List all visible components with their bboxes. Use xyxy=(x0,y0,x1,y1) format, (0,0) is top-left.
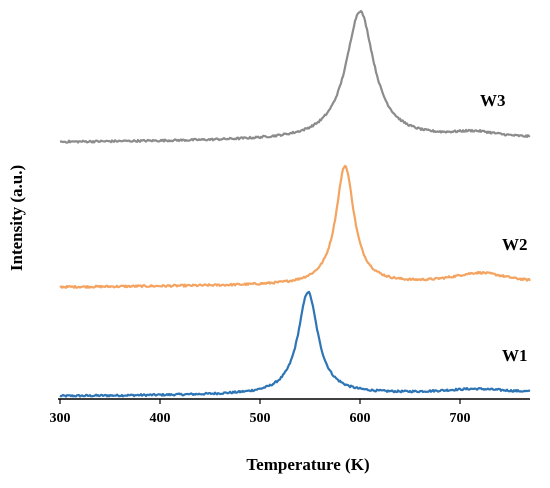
series-layer xyxy=(59,10,531,398)
series-label-w3: W3 xyxy=(480,91,506,110)
x-axis-title: Temperature (K) xyxy=(246,455,369,474)
series-line-w2 xyxy=(59,164,531,289)
series-line-w1 xyxy=(59,290,531,398)
x-tick-layer: 300 400 500 600 700 xyxy=(50,399,471,426)
x-tick-label-300: 300 xyxy=(50,411,71,426)
y-axis-title: Intensity (a.u.) xyxy=(7,165,26,271)
x-tick-label-600: 600 xyxy=(350,411,371,426)
x-tick-label-400: 400 xyxy=(150,411,171,426)
series-label-layer: W1 W2 W3 xyxy=(480,91,528,365)
series-line-w3 xyxy=(59,10,531,144)
x-tick-label-500: 500 xyxy=(250,411,271,426)
series-label-w1: W1 xyxy=(502,346,528,365)
series-label-w2: W2 xyxy=(502,235,528,254)
x-tick-label-700: 700 xyxy=(450,411,471,426)
